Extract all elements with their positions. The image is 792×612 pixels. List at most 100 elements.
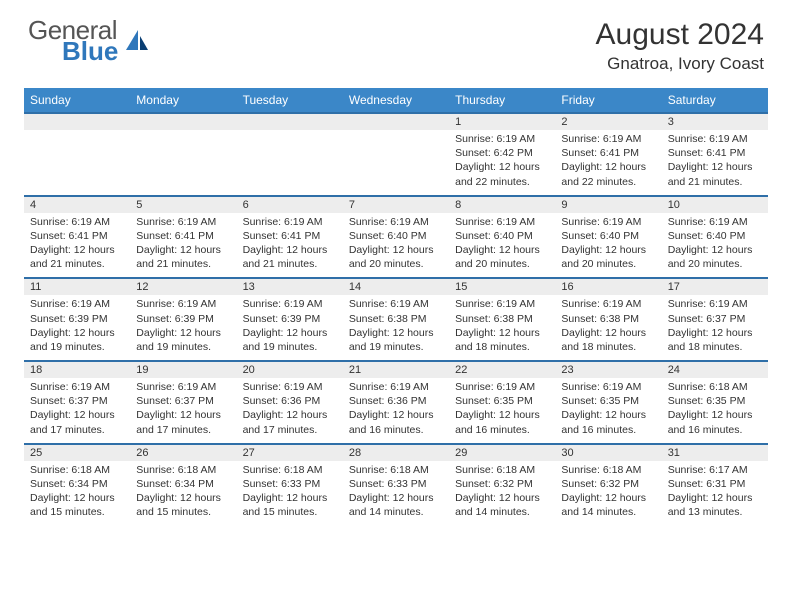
- day-details: Sunrise: 6:19 AMSunset: 6:41 PMDaylight:…: [24, 213, 130, 278]
- weekday-header: Sunday: [24, 88, 130, 112]
- day-details: Sunrise: 6:19 AMSunset: 6:36 PMDaylight:…: [237, 378, 343, 443]
- calendar-cell: 8Sunrise: 6:19 AMSunset: 6:40 PMDaylight…: [449, 195, 555, 278]
- day-number: 4: [24, 195, 130, 213]
- calendar-cell: 18Sunrise: 6:19 AMSunset: 6:37 PMDayligh…: [24, 360, 130, 443]
- daylight-text: Daylight: 12 hours and 17 minutes.: [30, 408, 124, 436]
- day-number: 21: [343, 360, 449, 378]
- day-details: [343, 130, 449, 190]
- calendar-cell: 17Sunrise: 6:19 AMSunset: 6:37 PMDayligh…: [662, 277, 768, 360]
- calendar-cell: 15Sunrise: 6:19 AMSunset: 6:38 PMDayligh…: [449, 277, 555, 360]
- sunset-text: Sunset: 6:35 PM: [668, 394, 762, 408]
- day-number: 25: [24, 443, 130, 461]
- sunset-text: Sunset: 6:38 PM: [349, 312, 443, 326]
- calendar-header-row: SundayMondayTuesdayWednesdayThursdayFrid…: [24, 88, 768, 112]
- calendar-cell: 27Sunrise: 6:18 AMSunset: 6:33 PMDayligh…: [237, 443, 343, 526]
- day-number: 24: [662, 360, 768, 378]
- calendar-cell: 20Sunrise: 6:19 AMSunset: 6:36 PMDayligh…: [237, 360, 343, 443]
- day-details: Sunrise: 6:19 AMSunset: 6:37 PMDaylight:…: [130, 378, 236, 443]
- day-number: 26: [130, 443, 236, 461]
- sunset-text: Sunset: 6:41 PM: [30, 229, 124, 243]
- day-details: Sunrise: 6:19 AMSunset: 6:37 PMDaylight:…: [24, 378, 130, 443]
- calendar-cell: 7Sunrise: 6:19 AMSunset: 6:40 PMDaylight…: [343, 195, 449, 278]
- day-number: 13: [237, 277, 343, 295]
- sunset-text: Sunset: 6:34 PM: [136, 477, 230, 491]
- day-details: Sunrise: 6:19 AMSunset: 6:41 PMDaylight:…: [237, 213, 343, 278]
- sunset-text: Sunset: 6:37 PM: [136, 394, 230, 408]
- day-number: 28: [343, 443, 449, 461]
- weekday-header: Wednesday: [343, 88, 449, 112]
- sunrise-text: Sunrise: 6:19 AM: [30, 380, 124, 394]
- sunset-text: Sunset: 6:34 PM: [30, 477, 124, 491]
- weekday-header: Friday: [555, 88, 661, 112]
- calendar-week-row: 25 Sunrise: 6:18 AM Sunset: 6:34 PM Dayligh…: [24, 443, 768, 526]
- logo-text-blue: Blue: [62, 39, 118, 64]
- daylight-text: Daylight: 12 hours and 14 minutes.: [349, 491, 443, 519]
- daylight-text: Daylight: 12 hours and 16 minutes.: [455, 408, 549, 436]
- day-details: Sunrise: 6:19 AMSunset: 6:39 PMDaylight:…: [237, 295, 343, 360]
- day-number: 20: [237, 360, 343, 378]
- sunrise-text: Sunrise: 6:19 AM: [30, 215, 124, 229]
- day-details: Sunrise: 6:18 AMSunset: 6:33 PMDaylight:…: [237, 461, 343, 526]
- sunrise-text: Sunrise: 6:18 AM: [243, 463, 337, 477]
- day-number: 1: [449, 112, 555, 130]
- daylight-text: Daylight: 12 hours and 19 minutes.: [30, 326, 124, 354]
- calendar-cell: 23Sunrise: 6:19 AMSunset: 6:35 PMDayligh…: [555, 360, 661, 443]
- day-number: 11: [24, 277, 130, 295]
- weekday-header: Saturday: [662, 88, 768, 112]
- logo-sail-icon: [124, 28, 150, 54]
- sunrise-text: Sunrise: 6:19 AM: [349, 297, 443, 311]
- sunrise-text: Sunrise: 6:18 AM: [349, 463, 443, 477]
- sunset-text: Sunset: 6:40 PM: [349, 229, 443, 243]
- daylight-text: Daylight: 12 hours and 15 minutes.: [243, 491, 337, 519]
- day-details: Sunrise: 6:19 AMSunset: 6:40 PMDaylight:…: [555, 213, 661, 278]
- sunrise-text: Sunrise: 6:19 AM: [136, 297, 230, 311]
- sunset-text: Sunset: 6:41 PM: [668, 146, 762, 160]
- day-details: Sunrise: 6:19 AMSunset: 6:37 PMDaylight:…: [662, 295, 768, 360]
- calendar-cell: 26Sunrise: 6:18 AMSunset: 6:34 PMDayligh…: [130, 443, 236, 526]
- day-details: Sunrise: 6:18 AMSunset: 6:32 PMDaylight:…: [555, 461, 661, 526]
- sunrise-text: Sunrise: 6:19 AM: [349, 380, 443, 394]
- day-number: 3: [662, 112, 768, 130]
- day-details: Sunrise: 6:17 AMSunset: 6:31 PMDaylight:…: [662, 461, 768, 526]
- calendar-cell: 11Sunrise: 6:19 AMSunset: 6:39 PMDayligh…: [24, 277, 130, 360]
- calendar-cell: 13Sunrise: 6:19 AMSunset: 6:39 PMDayligh…: [237, 277, 343, 360]
- daylight-text: Daylight: 12 hours and 18 minutes.: [668, 326, 762, 354]
- daylight-text: Daylight: 12 hours and 19 minutes.: [136, 326, 230, 354]
- sunset-text: Sunset: 6:36 PM: [243, 394, 337, 408]
- title-block: August 2024 Gnatroa, Ivory Coast: [596, 18, 764, 74]
- daylight-text: Daylight: 12 hours and 21 minutes.: [136, 243, 230, 271]
- sunrise-text: Sunrise: 6:19 AM: [136, 380, 230, 394]
- calendar-cell: 28 Sunrise: 6:18 AMSunset: 6:33 PMDayligh…: [343, 443, 449, 526]
- sunset-text: Sunset: 6:31 PM: [668, 477, 762, 491]
- day-details: Sunrise: 6:19 AMSunset: 6:35 PMDaylight:…: [555, 378, 661, 443]
- daylight-text: Daylight: 12 hours and 17 minutes.: [136, 408, 230, 436]
- weekday-header: Tuesday: [237, 88, 343, 112]
- sunset-text: Sunset: 6:39 PM: [30, 312, 124, 326]
- day-number: [130, 112, 236, 130]
- day-number: 8: [449, 195, 555, 213]
- sunrise-text: Sunrise: 6:19 AM: [561, 380, 655, 394]
- daylight-text: Daylight: 12 hours and 21 minutes.: [243, 243, 337, 271]
- sunset-text: Sunset: 6:40 PM: [455, 229, 549, 243]
- day-number: 23: [555, 360, 661, 378]
- sunrise-text: Sunrise: 6:19 AM: [243, 380, 337, 394]
- daylight-text: Daylight: 12 hours and 16 minutes.: [349, 408, 443, 436]
- calendar-cell: [343, 112, 449, 195]
- calendar-cell: 6Sunrise: 6:19 AMSunset: 6:41 PMDaylight…: [237, 195, 343, 278]
- day-details: Sunrise: 6:18 AMSunset: 6:32 PMDaylight:…: [449, 461, 555, 526]
- calendar-cell: 14Sunrise: 6:19 AMSunset: 6:38 PMDayligh…: [343, 277, 449, 360]
- sunset-text: Sunset: 6:33 PM: [349, 477, 443, 491]
- sunset-text: Sunset: 6:39 PM: [136, 312, 230, 326]
- calendar-cell: 24Sunrise: 6:18 AMSunset: 6:35 PMDayligh…: [662, 360, 768, 443]
- day-details: Sunrise: 6:19 AMSunset: 6:40 PMDaylight:…: [449, 213, 555, 278]
- daylight-text: Daylight: 12 hours and 17 minutes.: [243, 408, 337, 436]
- sunset-text: Sunset: 6:40 PM: [561, 229, 655, 243]
- day-details: Sunrise: 6:19 AMSunset: 6:38 PMDaylight:…: [449, 295, 555, 360]
- day-details: Sunrise: 6:19 AMSunset: 6:41 PMDaylight:…: [130, 213, 236, 278]
- calendar-cell: 29Sunrise: 6:18 AMSunset: 6:32 PMDayligh…: [449, 443, 555, 526]
- sunrise-text: Sunrise: 6:19 AM: [455, 132, 549, 146]
- sunrise-text: Sunrise: 6:18 AM: [455, 463, 549, 477]
- day-details: Sunrise: 6:19 AMSunset: 6:38 PMDaylight:…: [555, 295, 661, 360]
- calendar-cell: 9Sunrise: 6:19 AMSunset: 6:40 PMDaylight…: [555, 195, 661, 278]
- sunrise-text: Sunrise: 6:19 AM: [349, 215, 443, 229]
